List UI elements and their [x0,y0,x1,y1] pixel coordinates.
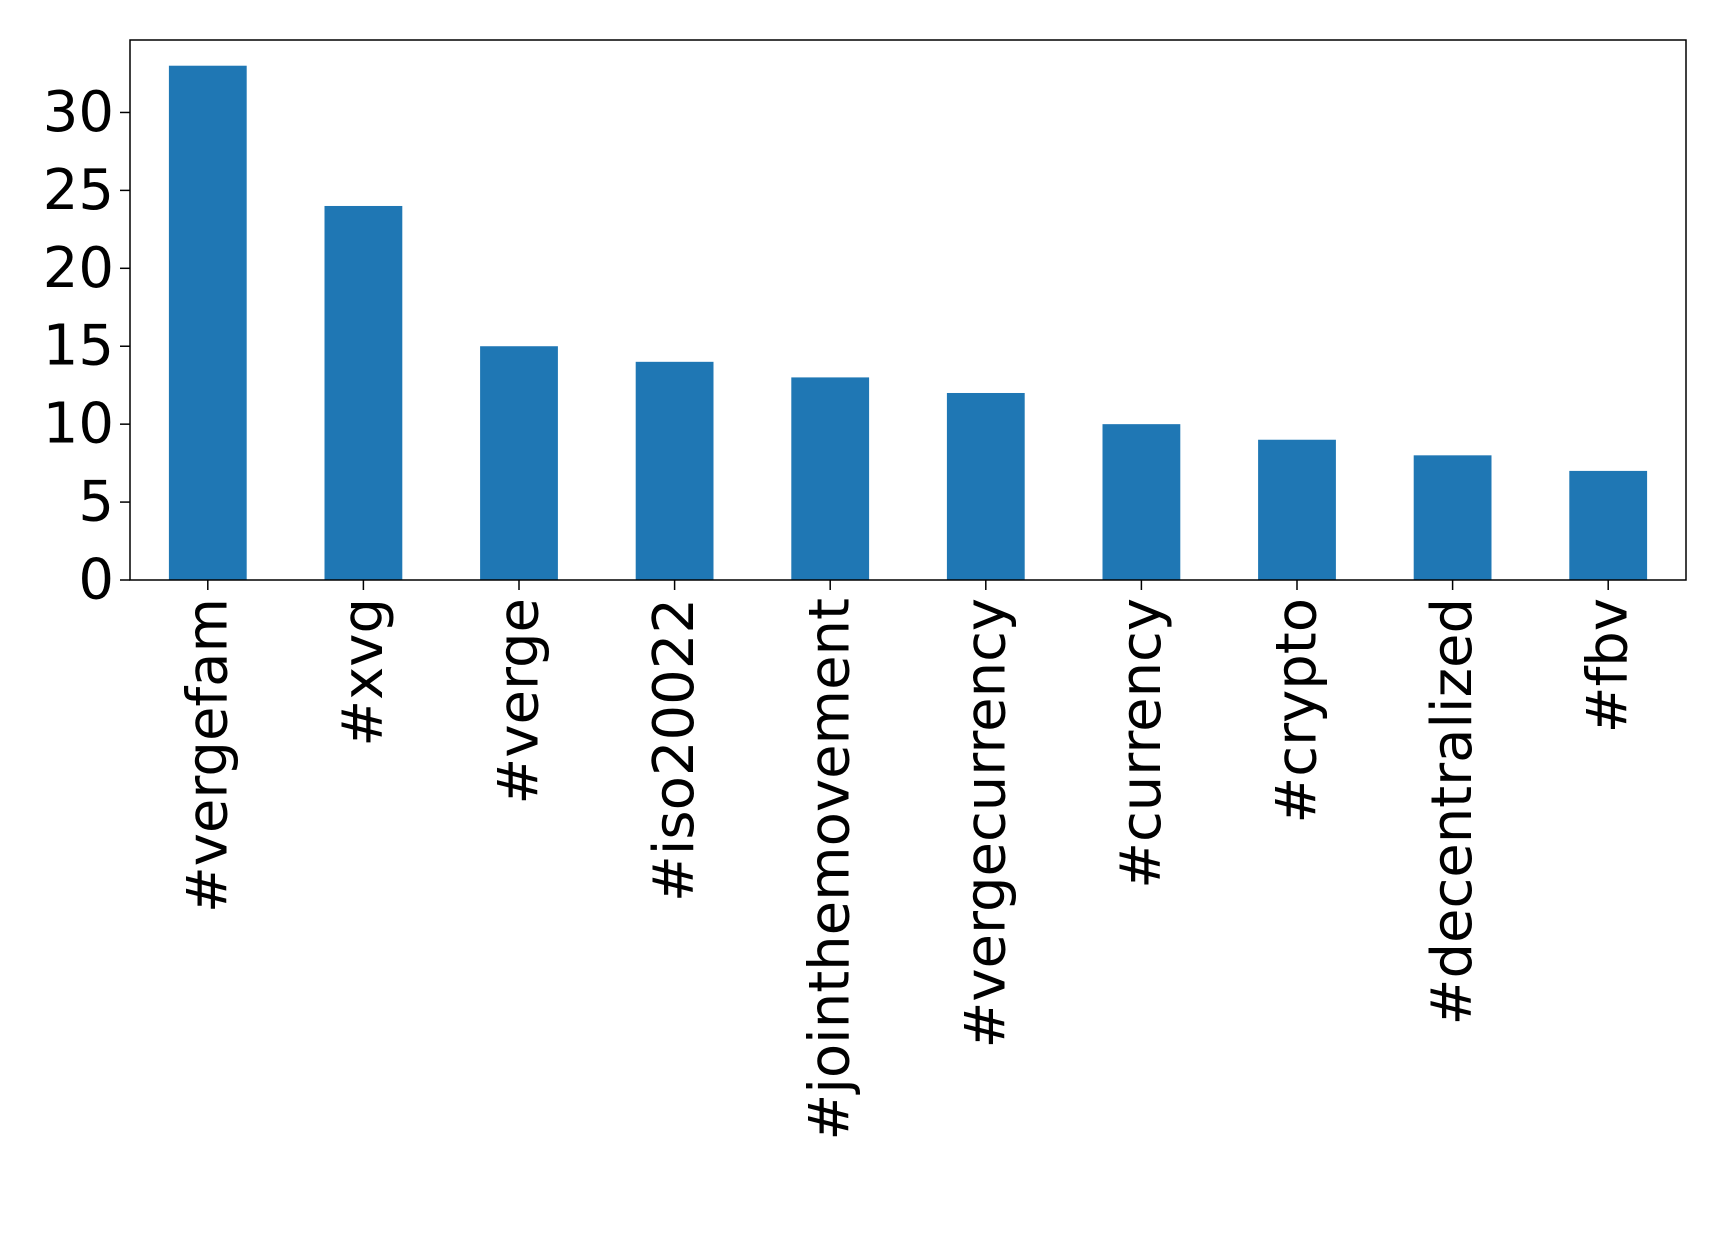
x-tick-label: #fbv [1576,598,1641,733]
y-tick-label: 0 [78,548,114,613]
x-tick-label: #vergefam [175,598,240,913]
x-tick-label: #decentralized [1420,598,1485,1025]
y-axis: 0 5 10 15 20 25 30 [43,80,130,613]
x-tick-label: #vergecurrency [953,598,1018,1049]
bar [946,392,1025,580]
bar [168,65,247,580]
plot-frame [129,39,1687,581]
bar [480,346,558,580]
bar [1258,439,1336,580]
y-tick-label: 25 [43,158,114,223]
x-tick-label: #currency [1109,598,1174,889]
x-tick-label: #xvg [331,598,396,747]
bar [1102,424,1181,580]
y-tick-label: 30 [43,80,114,145]
y-tick-label: 5 [78,470,114,535]
bars-layer [168,65,1648,580]
x-axis: #vergefam #xvg #verge #iso20022 #jointhemove… [175,580,1641,1141]
bar [635,361,714,580]
x-tick-label: #verge [487,598,552,805]
bar [324,205,403,580]
bar [1413,455,1492,580]
x-tick-label: #jointhemovement [798,598,863,1141]
y-tick-label: 10 [43,392,114,457]
y-tick-label: 15 [43,314,114,379]
bar [1569,470,1648,580]
bar [791,377,870,580]
x-tick-label: #crypto [1265,598,1330,824]
x-tick-label: #iso20022 [642,598,707,902]
y-tick-label: 20 [43,236,114,301]
